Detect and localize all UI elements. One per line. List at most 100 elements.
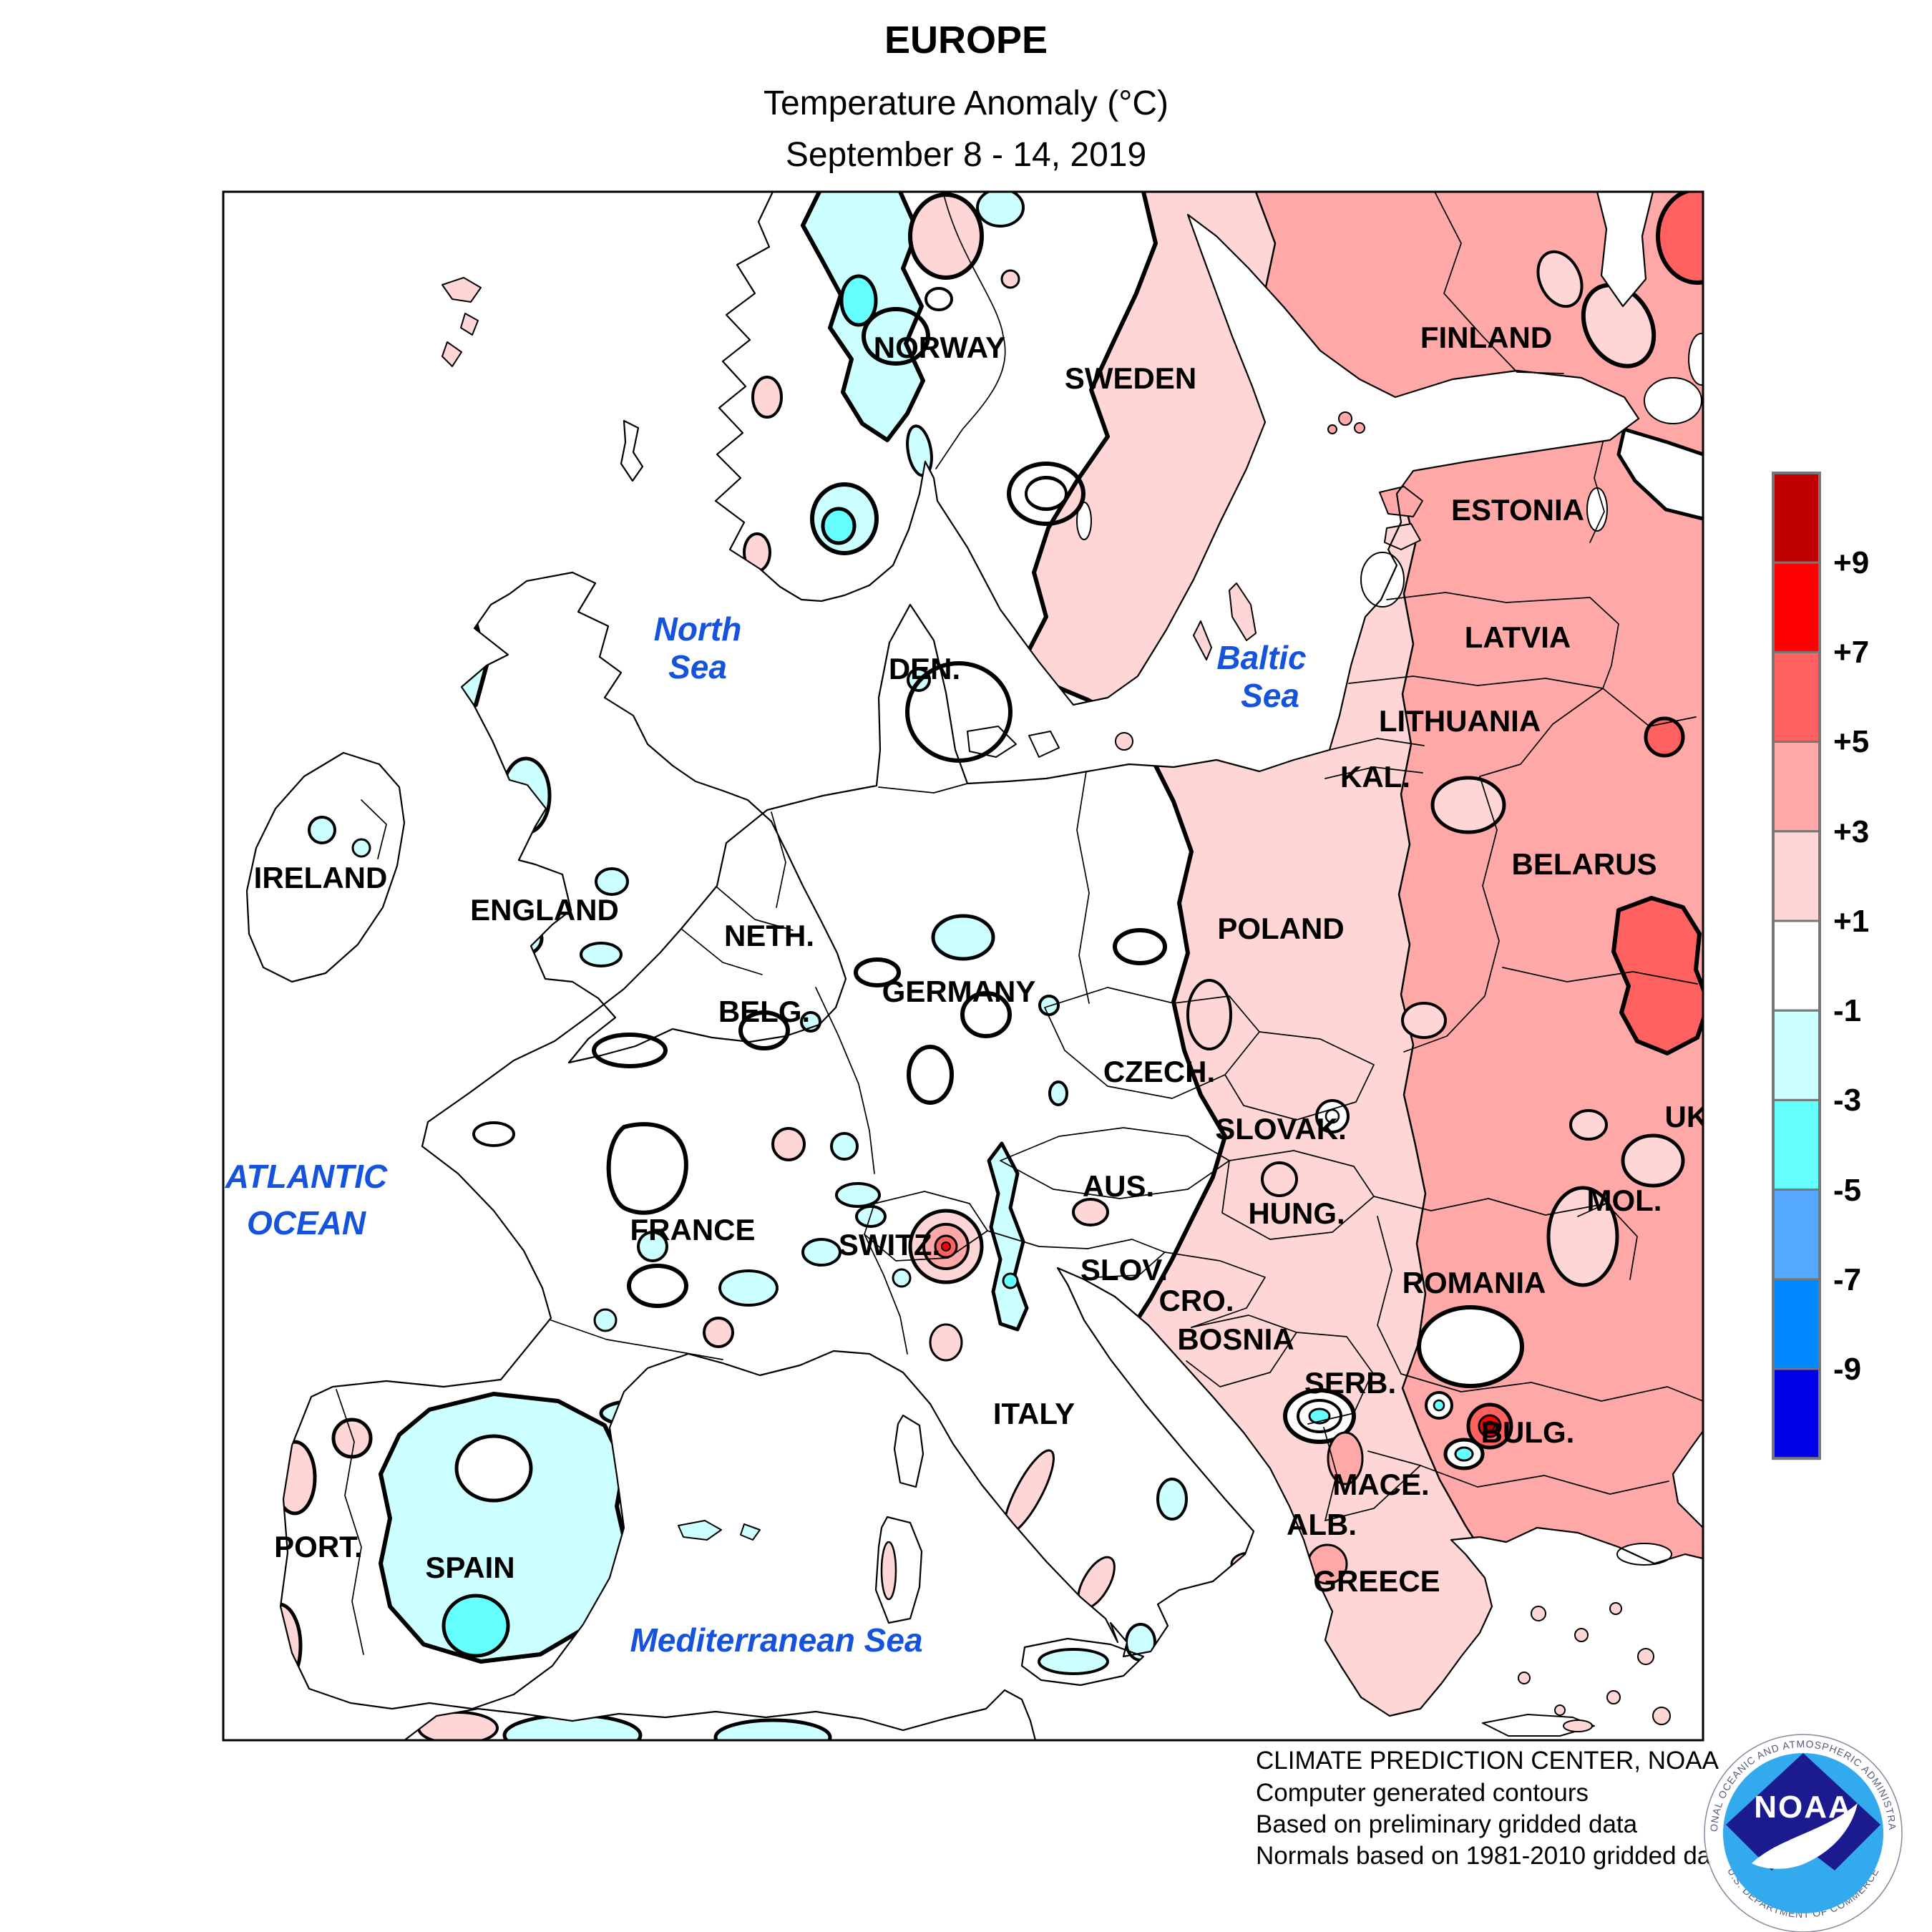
cool-spot-east-anglia [595, 867, 629, 896]
pink-patch-morocco [417, 1711, 499, 1740]
legend-swatch-4 [1772, 830, 1821, 922]
label-ukr: UKR [1665, 1100, 1730, 1133]
pale-patch-romania-east [1546, 1186, 1619, 1287]
pink-strip-apennines [1003, 1449, 1055, 1535]
baltic-sea-label: Baltic [1216, 639, 1306, 676]
crete-pink-tip [1563, 1719, 1593, 1732]
label-estonia: ESTONIA [1451, 493, 1584, 527]
warm-bullseye-alps-center [941, 1241, 951, 1252]
warm-patch-south-serbia [1327, 1431, 1364, 1485]
title-region: EUROPE [884, 19, 1048, 62]
pink-sliver-sardinia [880, 1541, 897, 1601]
label-italy: ITALY [993, 1397, 1075, 1430]
karelia-pale-patch [1581, 283, 1657, 369]
legend-label-p1: +1 [1833, 904, 1869, 939]
cool-spot-switzerland-2 [892, 1268, 912, 1288]
pink-spot-hungary [1261, 1161, 1298, 1197]
label-spain: SPAIN [425, 1551, 514, 1584]
aegean-islands [1518, 1602, 1671, 1725]
label-greece: GREECE [1313, 1564, 1440, 1598]
pink-spot-north-italy [929, 1323, 963, 1362]
cool-region-spain [379, 1392, 628, 1664]
sea-of-marmara [1616, 1543, 1672, 1566]
pale-patch-lithuania [1430, 776, 1506, 834]
red-blob-belarus-large [1611, 896, 1703, 1055]
red-blob-belarus-small [1644, 716, 1685, 758]
label-aus: AUS. [1083, 1169, 1154, 1203]
attribution-block: CLIMATE PREDICTION CENTER, NOAA Computer… [1256, 1747, 1732, 1870]
title-daterange: September 8 - 14, 2019 [786, 136, 1146, 174]
legend-label-p7: +7 [1833, 635, 1869, 670]
cool-sliver-spain-coast [604, 1591, 630, 1629]
white-patch-northeast [1616, 427, 1703, 525]
legend-swatch-2 [1772, 650, 1821, 743]
label-slovak: SLOVAK. [1215, 1112, 1347, 1146]
legend-label-m9: -9 [1833, 1352, 1861, 1387]
pink-spot-austria [1072, 1198, 1109, 1226]
label-sweden: SWEDEN [1065, 361, 1196, 395]
legend-swatch-5 [1772, 919, 1821, 1012]
cool-core-south-norway [821, 507, 857, 545]
cool-spot-france [835, 1182, 881, 1208]
cool-core-norway [839, 274, 878, 327]
label-bosnia: BOSNIA [1177, 1322, 1294, 1356]
lakes [1025, 333, 1703, 1566]
atlantic-ocean-label: ATLANTIC [225, 1158, 388, 1195]
cool-spot-north-england [500, 756, 552, 835]
legend-outline [1772, 472, 1821, 1460]
cool-core-spain [441, 1594, 510, 1658]
cool-region-scotland [366, 599, 489, 725]
north-sea-label-2: Sea [668, 648, 727, 686]
legend-label-m1: -1 [1833, 993, 1861, 1028]
label-poland: POLAND [1217, 912, 1344, 945]
label-switz: SWITZ. [839, 1228, 940, 1262]
legend-label-m5: -5 [1833, 1173, 1861, 1208]
attribution-line-3: Based on preliminary gridded data [1256, 1810, 1638, 1838]
label-cro: CRO. [1159, 1284, 1234, 1317]
legend-label-p9: +9 [1833, 545, 1869, 580]
label-finland: FINLAND [1420, 321, 1552, 354]
label-czech: CZECH. [1103, 1055, 1215, 1088]
cool-spot-ireland [308, 816, 336, 844]
label-romania: ROMANIA [1402, 1266, 1546, 1299]
label-latvia: LATVIA [1465, 620, 1571, 654]
noaa-logo-sky-shape [1726, 1753, 1880, 1870]
attribution-line-4: Normals based on 1981-2010 gridded data [1256, 1842, 1732, 1870]
pink-spot-puglia [1230, 1551, 1269, 1577]
legend-swatch-7 [1772, 1098, 1821, 1191]
country-labels: NORWAY SWEDEN FINLAND ESTONIA LATVIA LIT… [254, 321, 1730, 1598]
legend-swatch-9 [1772, 1278, 1821, 1370]
islands [441, 277, 1671, 1737]
cool-spot-france-4 [718, 1269, 779, 1307]
label-england: ENGLAND [470, 893, 619, 927]
bornholm-island [1115, 732, 1133, 751]
legend-colorbar: +9 +7 +5 +3 +1 -1 -3 -5 -7 -9 [1772, 472, 1869, 1460]
cool-band-pyrenees [599, 1398, 682, 1428]
cool-core-sofia [1433, 1399, 1445, 1412]
legend-swatch-1 [1772, 561, 1821, 653]
label-neth: NETH. [724, 919, 814, 952]
pink-blob-north-norway [908, 192, 984, 280]
legend-tick-labels: +9 +7 +5 +3 +1 -1 -3 -5 -7 -9 [1833, 545, 1869, 1387]
label-mace: MACE. [1332, 1468, 1429, 1501]
white-ring-slovakia-inner [1324, 1108, 1340, 1124]
white-ring-carpathians [1417, 1305, 1524, 1388]
baltic-sea-label-2: Sea [1241, 677, 1299, 714]
label-serb: SERB. [1304, 1366, 1396, 1400]
legend-swatch-10 [1772, 1367, 1821, 1460]
cool-spot-sicily [1038, 1648, 1109, 1675]
cool-spot-czech [1048, 1080, 1068, 1106]
north-sea-label: North [654, 610, 742, 648]
cool-spot-italy-east [1156, 1478, 1188, 1521]
country-borders [336, 192, 1703, 1655]
title-block: EUROPE Temperature Anomaly (°C) Septembe… [763, 19, 1169, 174]
gotland-island [1229, 582, 1257, 641]
legend-label-m7: -7 [1833, 1262, 1861, 1297]
label-belarus: BELARUS [1511, 847, 1657, 881]
pink-strip-apennines-2 [1077, 1556, 1116, 1610]
pink-spot-france-east [771, 1127, 806, 1161]
pale-patch-moldova [1621, 1133, 1685, 1188]
pink-spot-provence [703, 1317, 734, 1348]
cool-spot-southeast-england [580, 942, 623, 967]
